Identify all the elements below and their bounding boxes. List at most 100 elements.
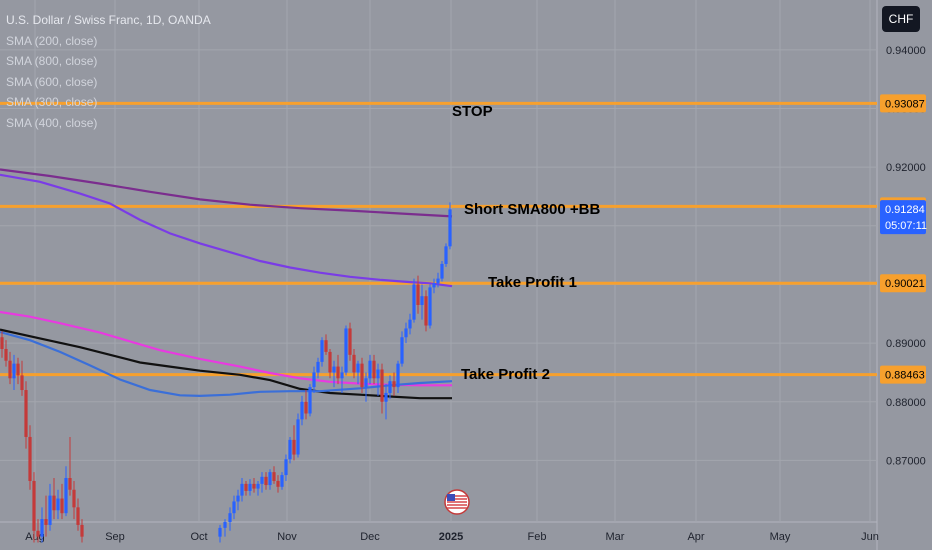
candle-body [320,340,324,362]
candle-body [56,498,60,511]
candle-body [264,476,268,486]
candle-body [416,284,420,305]
candle-body [284,459,288,476]
annotation-take-profit-2[interactable]: Take Profit 2 [461,366,550,383]
candle-body [388,381,392,393]
x-tick-label: Nov [277,531,297,543]
y-tick-label: 0.89000 [886,338,926,350]
candle-body [36,530,40,537]
candle-body [308,387,312,414]
candle-body [312,372,316,388]
chart-legend: U.S. Dollar / Swiss Franc, 1D, OANDA SMA… [6,10,211,133]
candle-body [344,328,348,373]
candle-body [48,495,52,525]
candle-body [392,381,396,388]
candle-body [80,524,84,537]
x-tick-label: Dec [360,531,380,543]
candle-body [218,527,222,537]
flag-canton [447,494,455,501]
candle-body [252,483,256,489]
y-tick-label: 0.88000 [886,397,926,409]
candle-body [412,284,416,320]
candle-body [396,363,400,388]
candle-body [60,498,64,514]
candle-body [356,363,360,373]
legend-sma-300[interactable]: SMA (300, close) [6,95,98,109]
currency-button[interactable]: CHF [882,6,920,32]
candle-body [300,401,304,420]
sma-line [0,310,452,387]
level-price-label: 0.93087 [885,98,925,110]
candle-body [324,340,328,352]
candle-body [420,296,424,305]
candle-body [328,351,332,373]
candle-body [232,501,236,514]
candle-body [444,246,448,264]
sma-line [0,173,453,288]
candle-body [448,209,452,247]
candle-body [280,475,284,487]
candle-body [40,519,44,537]
candle-body [400,337,404,364]
candle-body [348,328,352,355]
candle-body [16,363,20,376]
candle-body [292,439,296,455]
last-price-tag [880,200,926,235]
x-tick-label: Feb [528,531,547,543]
symbol-title[interactable]: U.S. Dollar / Swiss Franc, 1D, OANDA [6,13,211,27]
sma-line [0,168,453,218]
candle-body [332,366,336,373]
y-tick-label: 0.92000 [886,162,926,174]
bar-countdown-label: 05:07:11 [885,220,927,232]
legend-sma-800[interactable]: SMA (800, close) [6,54,98,68]
candle-body [276,480,280,487]
candle-body [248,483,252,491]
time-axis [0,522,877,550]
level-price-tag [880,274,926,293]
candle-body [68,478,72,490]
x-tick-label: 2025 [439,531,463,543]
legend-sma-400[interactable]: SMA (400, close) [6,115,98,130]
x-tick-label: Apr [687,531,704,543]
candle-body [340,372,344,379]
candle-body [364,378,368,388]
candle-body [316,361,320,373]
level-price-label: 0.88463 [885,370,925,382]
candle-body [240,483,244,496]
candle-body [20,375,24,391]
candle-body [336,366,340,379]
candle-body [404,328,408,338]
candle-body [384,392,388,402]
y-tick-label: 0.87000 [886,455,926,467]
x-tick-label: Mar [606,531,625,543]
annotation-take-profit-1[interactable]: Take Profit 1 [488,274,577,291]
candle-body [440,263,444,279]
level-price-tag [880,365,926,384]
legend-sma-200[interactable]: SMA (200, close) [6,33,98,48]
candle-body [72,489,76,508]
candle-body [268,472,272,486]
y-tick-label: 0.94000 [886,45,926,57]
candle-body [236,495,240,502]
candle-body [304,401,308,414]
candle-body [28,436,32,481]
candle-body [376,369,380,379]
annotation-stop[interactable]: STOP [452,103,493,120]
candle-body [24,390,28,437]
sma-line [0,328,452,400]
candle-body [436,278,440,284]
candle-body [4,348,8,361]
candle-body [424,296,428,326]
candle-body [372,360,376,379]
candle-body [32,480,36,531]
annotation-short-entry[interactable]: Short SMA800 +BB [464,201,601,218]
candle-body [288,439,292,460]
legend-sma-600[interactable]: SMA (600, close) [6,74,98,89]
candle-body [8,360,12,379]
candle-body [52,495,56,511]
x-tick-label: May [770,531,791,543]
candle-body [260,476,264,484]
candle-body [223,522,227,528]
candle-body [256,483,260,489]
